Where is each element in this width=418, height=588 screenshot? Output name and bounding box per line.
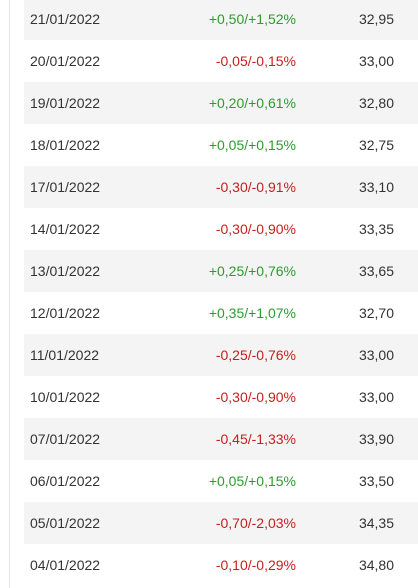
price-cell: 32,75 [314,137,394,153]
date-cell: 04/01/2022 [30,557,150,573]
change-cell: +0,25/+0,76% [136,263,296,279]
change-cell: -0,30/-0,90% [136,389,296,405]
table-row: 04/01/2022 -0,10/-0,29% 34,80 [24,544,418,586]
change-cell: +0,05/+0,15% [136,137,296,153]
price-cell: 33,90 [314,431,394,447]
price-cell: 32,95 [314,11,394,27]
date-cell: 11/01/2022 [30,347,150,363]
table-row: 18/01/2022 +0,05/+0,15% 32,75 [24,124,418,166]
price-cell: 34,80 [314,557,394,573]
change-cell: -0,70/-2,03% [136,515,296,531]
price-cell: 33,50 [314,473,394,489]
price-cell: 33,10 [314,179,394,195]
table-row: 11/01/2022 -0,25/-0,76% 33,00 [24,334,418,376]
price-cell: 32,80 [314,95,394,111]
date-cell: 17/01/2022 [30,179,150,195]
date-cell: 18/01/2022 [30,137,150,153]
table-row: 07/01/2022 -0,45/-1,33% 33,90 [24,418,418,460]
date-cell: 06/01/2022 [30,473,150,489]
change-cell: +0,50/+1,52% [136,11,296,27]
change-cell: -0,45/-1,33% [136,431,296,447]
date-cell: 13/01/2022 [30,263,150,279]
price-history-table: 21/01/2022 +0,50/+1,52% 32,95 20/01/2022… [24,0,418,586]
table-row: 12/01/2022 +0,35/+1,07% 32,70 [24,292,418,334]
change-cell: -0,30/-0,90% [136,221,296,237]
date-cell: 07/01/2022 [30,431,150,447]
change-cell: +0,05/+0,15% [136,473,296,489]
date-cell: 05/01/2022 [30,515,150,531]
price-cell: 33,35 [314,221,394,237]
table-row: 21/01/2022 +0,50/+1,52% 32,95 [24,0,418,40]
price-cell: 34,35 [314,515,394,531]
table-row: 05/01/2022 -0,70/-2,03% 34,35 [24,502,418,544]
change-cell: -0,05/-0,15% [136,53,296,69]
price-cell: 33,00 [314,347,394,363]
date-cell: 14/01/2022 [30,221,150,237]
change-cell: +0,35/+1,07% [136,305,296,321]
price-cell: 32,70 [314,305,394,321]
table-row: 14/01/2022 -0,30/-0,90% 33,35 [24,208,418,250]
table-row: 19/01/2022 +0,20/+0,61% 32,80 [24,82,418,124]
price-cell: 33,00 [314,53,394,69]
table-row: 06/01/2022 +0,05/+0,15% 33,50 [24,460,418,502]
price-cell: 33,65 [314,263,394,279]
date-cell: 21/01/2022 [30,11,150,27]
date-cell: 10/01/2022 [30,389,150,405]
date-cell: 12/01/2022 [30,305,150,321]
change-cell: -0,30/-0,91% [136,179,296,195]
change-cell: -0,10/-0,29% [136,557,296,573]
table-row: 13/01/2022 +0,25/+0,76% 33,65 [24,250,418,292]
table-row: 10/01/2022 -0,30/-0,90% 33,00 [24,376,418,418]
table-row: 20/01/2022 -0,05/-0,15% 33,00 [24,40,418,82]
price-cell: 33,00 [314,389,394,405]
date-cell: 19/01/2022 [30,95,150,111]
change-cell: +0,20/+0,61% [136,95,296,111]
table-row: 17/01/2022 -0,30/-0,91% 33,10 [24,166,418,208]
date-cell: 20/01/2022 [30,53,150,69]
left-panel-border [0,0,10,588]
change-cell: -0,25/-0,76% [136,347,296,363]
